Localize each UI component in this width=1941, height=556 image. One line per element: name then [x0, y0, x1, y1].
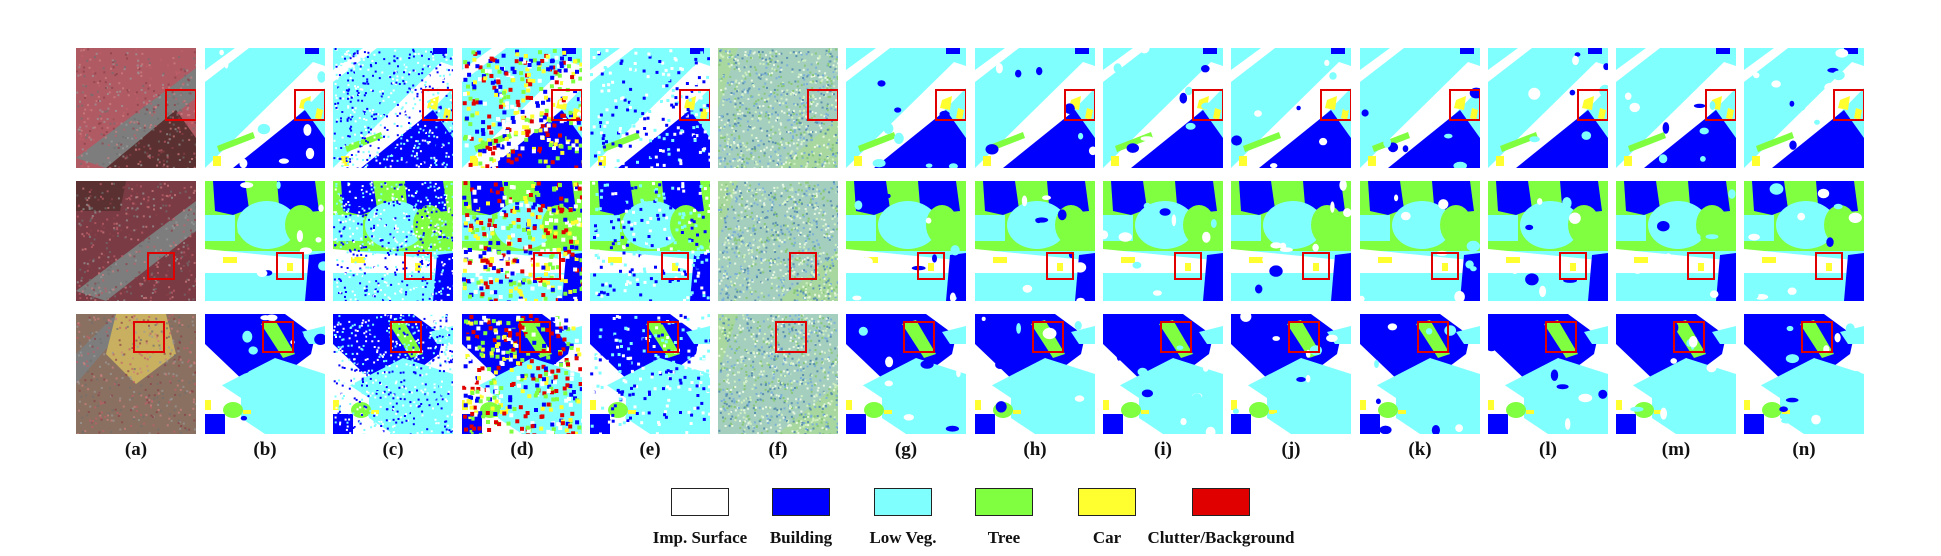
panel-graphic	[718, 314, 838, 434]
panel-k-row2	[1360, 181, 1480, 301]
panel-graphic	[1360, 314, 1480, 434]
panel-n-row3	[1744, 314, 1864, 434]
panel-graphic	[462, 181, 582, 301]
panel-graphic	[1744, 181, 1864, 301]
panel-k-row3	[1360, 314, 1480, 434]
panel-graphic	[1360, 48, 1480, 168]
panel-graphic	[1360, 181, 1480, 301]
panel-graphic	[975, 181, 1095, 301]
panel-e-row3	[590, 314, 710, 434]
panel-graphic	[76, 181, 196, 301]
panel-graphic	[76, 314, 196, 434]
panel-l-row1	[1488, 48, 1608, 168]
panel-graphic	[1488, 314, 1608, 434]
panel-c-row1	[333, 48, 453, 168]
panel-graphic	[205, 48, 325, 168]
panel-c-row3	[333, 314, 453, 434]
panel-graphic	[1103, 314, 1223, 434]
panel-a-row2	[76, 181, 196, 301]
panel-d-row1	[462, 48, 582, 168]
panel-graphic	[1616, 181, 1736, 301]
panel-graphic	[462, 48, 582, 168]
panel-m-row1	[1616, 48, 1736, 168]
column-label: (g)	[894, 439, 918, 460]
column-label: (b)	[253, 439, 277, 460]
panel-graphic	[1231, 48, 1351, 168]
panel-l-row2	[1488, 181, 1608, 301]
panel-j-row1	[1231, 48, 1351, 168]
column-label: (h)	[1023, 439, 1047, 460]
panel-graphic	[76, 48, 196, 168]
panel-graphic	[205, 314, 325, 434]
panel-f-row1	[718, 48, 838, 168]
column-label: (a)	[124, 439, 148, 460]
panel-graphic	[1103, 48, 1223, 168]
panel-f-row2	[718, 181, 838, 301]
panel-k-row1	[1360, 48, 1480, 168]
panel-graphic	[590, 314, 710, 434]
panel-graphic	[333, 48, 453, 168]
panel-graphic	[718, 48, 838, 168]
panel-j-row2	[1231, 181, 1351, 301]
panel-f-row3	[718, 314, 838, 434]
column-label: (j)	[1281, 439, 1301, 460]
panel-e-row2	[590, 181, 710, 301]
panel-graphic	[1488, 181, 1608, 301]
panel-a-row3	[76, 314, 196, 434]
panel-graphic	[1744, 48, 1864, 168]
panel-g-row2	[846, 181, 966, 301]
panel-graphic	[333, 181, 453, 301]
panel-l-row3	[1488, 314, 1608, 434]
column-label: (c)	[382, 439, 404, 460]
panel-e-row1	[590, 48, 710, 168]
column-label: (n)	[1792, 439, 1816, 460]
column-label: (f)	[768, 439, 788, 460]
column-label: (i)	[1154, 439, 1172, 460]
panel-graphic	[846, 48, 966, 168]
panel-m-row3	[1616, 314, 1736, 434]
panel-graphic	[1231, 181, 1351, 301]
panel-graphic	[590, 181, 710, 301]
panel-graphic	[975, 48, 1095, 168]
panel-graphic	[846, 314, 966, 434]
panel-b-row1	[205, 48, 325, 168]
panel-a-row1	[76, 48, 196, 168]
panel-g-row3	[846, 314, 966, 434]
panel-g-row1	[846, 48, 966, 168]
panel-b-row2	[205, 181, 325, 301]
panel-i-row2	[1103, 181, 1223, 301]
panel-graphic	[846, 181, 966, 301]
panel-c-row2	[333, 181, 453, 301]
panel-graphic	[1103, 181, 1223, 301]
panel-h-row1	[975, 48, 1095, 168]
panel-d-row3	[462, 314, 582, 434]
panel-b-row3	[205, 314, 325, 434]
column-label: (k)	[1408, 439, 1432, 460]
panel-n-row1	[1744, 48, 1864, 168]
panel-graphic	[1488, 48, 1608, 168]
panel-graphic	[1231, 314, 1351, 434]
panel-d-row2	[462, 181, 582, 301]
column-label: (l)	[1539, 439, 1557, 460]
panel-graphic	[205, 181, 325, 301]
panel-graphic	[462, 314, 582, 434]
column-label: (m)	[1661, 439, 1691, 460]
panel-h-row3	[975, 314, 1095, 434]
panel-n-row2	[1744, 181, 1864, 301]
column-label: (e)	[639, 439, 661, 460]
panel-i-row3	[1103, 314, 1223, 434]
panel-graphic	[1744, 314, 1864, 434]
panel-graphic	[590, 48, 710, 168]
panel-m-row2	[1616, 181, 1736, 301]
panel-graphic	[975, 314, 1095, 434]
panel-h-row2	[975, 181, 1095, 301]
panel-graphic	[1616, 48, 1736, 168]
panel-graphic	[333, 314, 453, 434]
panel-j-row3	[1231, 314, 1351, 434]
panel-graphic	[718, 181, 838, 301]
panel-graphic	[1616, 314, 1736, 434]
column-label: (d)	[510, 439, 534, 460]
panel-i-row1	[1103, 48, 1223, 168]
